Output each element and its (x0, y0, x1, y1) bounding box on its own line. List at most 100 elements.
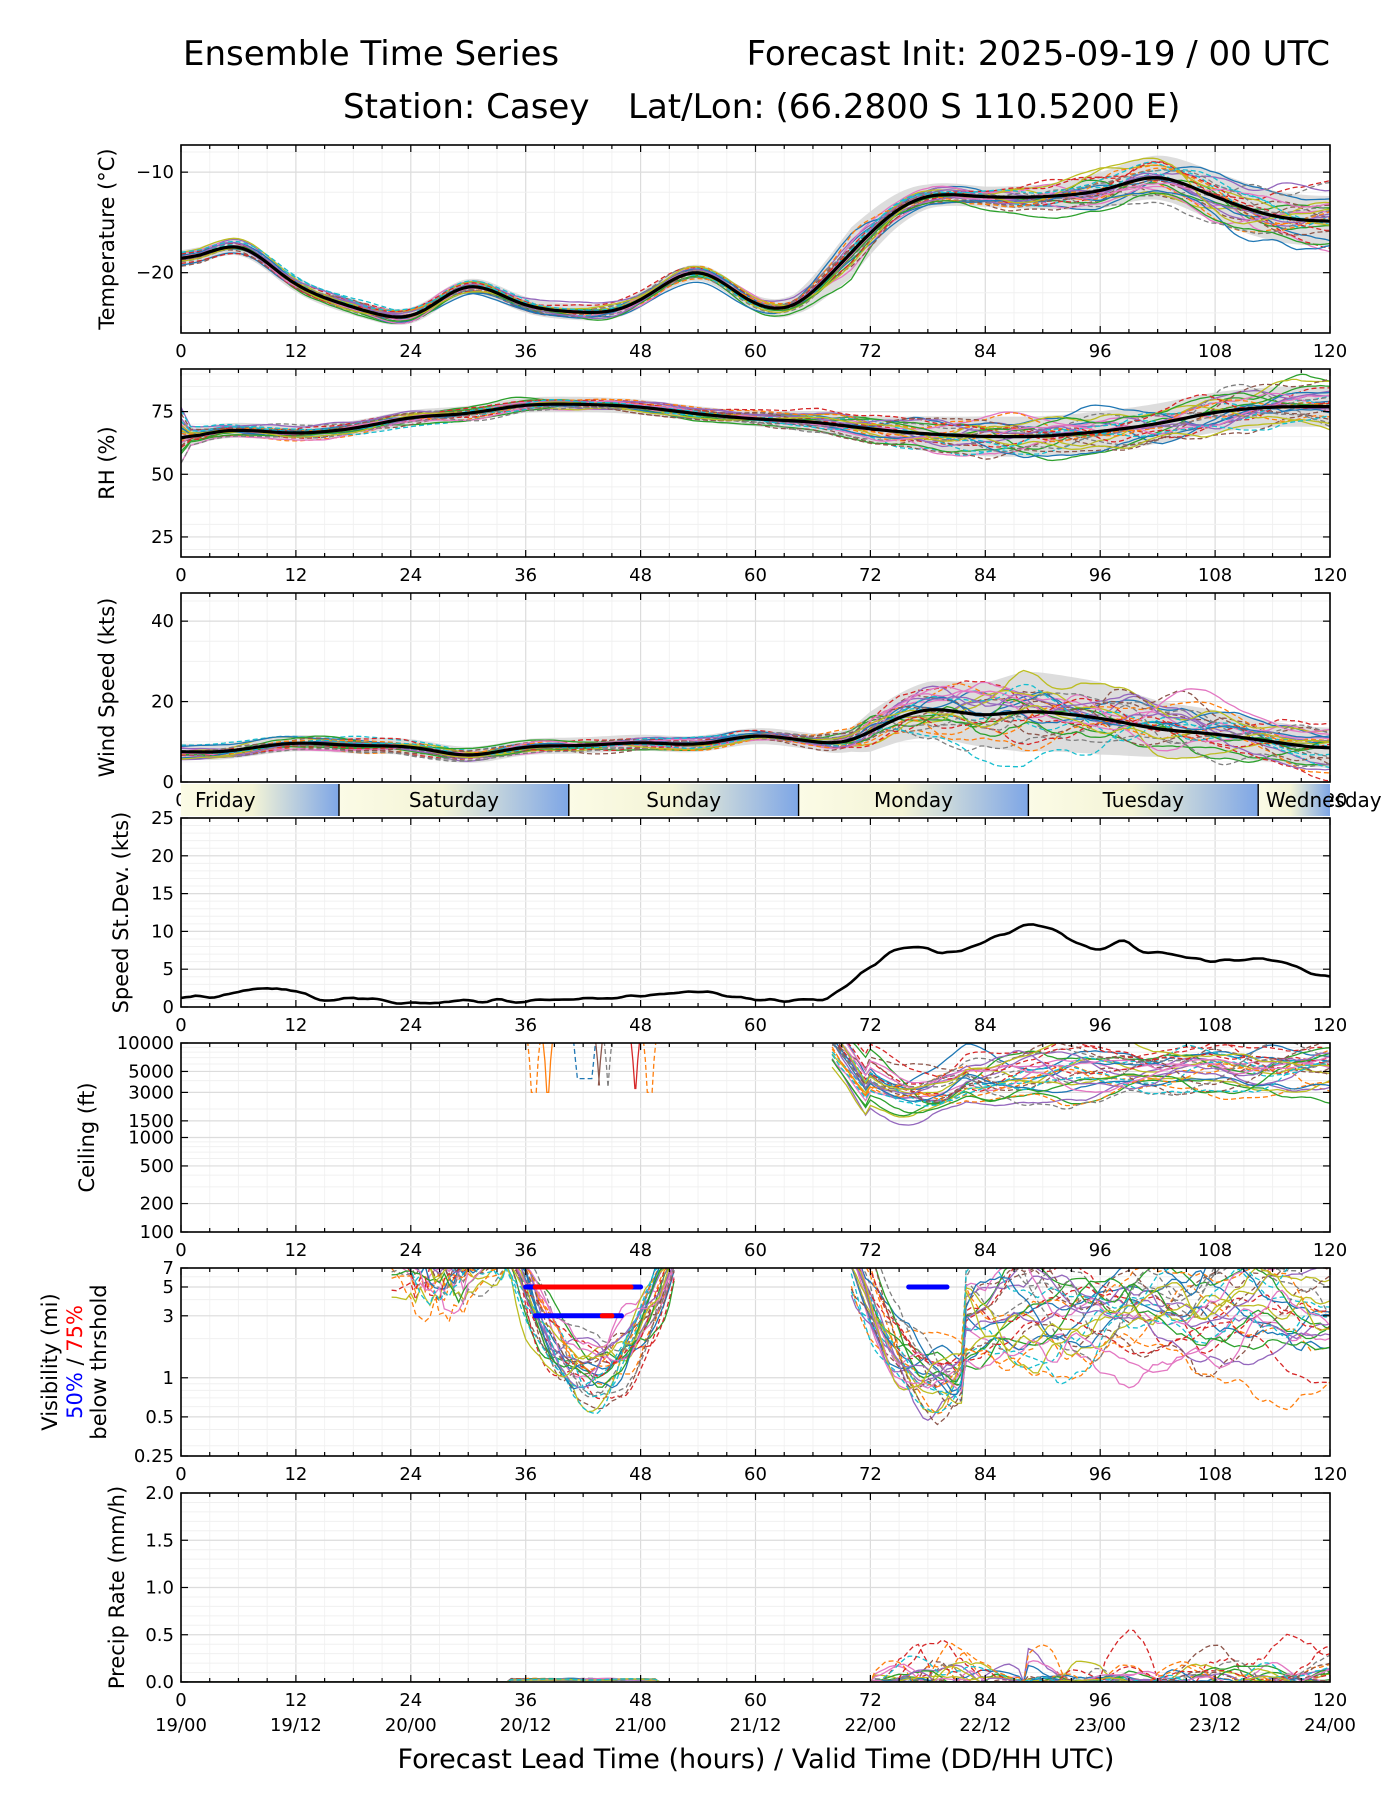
x-tick-label: 60 (744, 1464, 767, 1485)
member-line (643, 1043, 657, 1094)
ensemble-mean-line (181, 402, 1330, 440)
member-line (431, 1268, 1330, 1389)
member-line (526, 1268, 1326, 1383)
x-tick-label: 84 (974, 341, 997, 362)
y-tick-label: 500 (140, 1156, 174, 1177)
x-tick-label: 108 (1198, 341, 1232, 362)
y-tick-label: 5 (163, 959, 174, 980)
x-tick-label: 72 (859, 1464, 882, 1485)
member-line (831, 1046, 1330, 1107)
x-axis-title: Forecast Lead Time (hours) / Valid Time … (398, 1744, 1115, 1775)
grid-rh (180, 369, 1331, 557)
label-50-percent: 50% (63, 1372, 87, 1419)
y-tick-label: 20 (151, 846, 174, 867)
panel-vis: 0.25 0.5 1 3 57 0 12 24 36 48 60 72 84 96 108 120 Visibi… (38, 1258, 1347, 1485)
y-axis-title-vis: Visibility (mi) (38, 1293, 62, 1430)
panel-rh: 25 50 75 0 12 24 36 48 60 72 84 96 108 120 RH (%) (95, 368, 1347, 586)
day-cell (181, 784, 339, 816)
y-tick-label: 1500 (128, 1111, 174, 1132)
y-tick-label: 0 (163, 772, 174, 793)
day-label: Monday (874, 788, 953, 812)
panel-sdev: 0 5 10 15 20 25 0 12 24 36 48 60 72 84 96 108 120 Speed S… (109, 808, 1347, 1036)
x-tick-label: 24 (399, 1464, 422, 1485)
member-line (542, 1043, 553, 1094)
member-line (429, 1268, 1330, 1391)
plot-area-rh (181, 373, 1330, 464)
member-line (181, 399, 1330, 448)
day-cell (1258, 784, 1330, 816)
x-tick-label: 108 (1198, 1690, 1232, 1711)
day-cell (338, 784, 569, 816)
member-line (521, 1268, 1291, 1373)
member-line (630, 1043, 641, 1090)
member-line (842, 1043, 1330, 1103)
panels: −20−100 12 24 36 48 60 72 84 96 108 120Temperature… (38, 144, 1382, 1736)
member-line (181, 1660, 1330, 1682)
member-line (847, 1043, 1330, 1085)
x-tick-label: 84 (974, 1240, 997, 1261)
x-tick-label: 96 (1089, 1690, 1112, 1711)
plot-area-wind (181, 669, 1330, 782)
member-line (391, 1268, 1330, 1411)
member-line (831, 1043, 1330, 1090)
y-tick-label: 5000 (128, 1061, 174, 1082)
y-tick-label: 15 (151, 884, 174, 905)
x-tick-label: 0 (175, 1015, 186, 1036)
x-tick-label: 72 (859, 1690, 882, 1711)
x-tick-label: 96 (1089, 1240, 1112, 1261)
member-line (181, 181, 1330, 313)
member-line (181, 397, 1330, 464)
x-tick-label: 12 (284, 1240, 307, 1261)
x-tick-label: 84 (974, 1015, 997, 1036)
member-line (181, 1675, 1330, 1682)
member-line (846, 1043, 1330, 1088)
grid-precip (180, 1492, 1331, 1683)
x-tick-label: 48 (629, 1464, 652, 1485)
x-valid-tick-label: 19/12 (270, 1715, 322, 1736)
y-tick-label: 7 (163, 1258, 174, 1279)
figure-title: Ensemble Time Series (183, 34, 559, 74)
y-tick-label: 3000 (128, 1082, 174, 1103)
x-tick-label: 24 (399, 1015, 422, 1036)
member-line (425, 1268, 1277, 1381)
x-tick-label: 84 (974, 565, 997, 586)
x-tick-label: 12 (284, 1690, 307, 1711)
member-line (181, 1663, 1330, 1682)
y-tick-label: 0.5 (145, 1625, 174, 1646)
x-tick-label: 12 (284, 1015, 307, 1036)
panel-wind: 0204001224364860728496108120Wind Speed (… (95, 592, 1347, 811)
x-valid-tick-label: 19/00 (155, 1715, 207, 1736)
x-tick-label: 108 (1198, 1015, 1232, 1036)
member-line (839, 1043, 1330, 1090)
x-tick-label: 24 (399, 565, 422, 586)
plot-area-temp (181, 155, 1330, 325)
y-axis-title-sdev: Speed St.Dev. (kts) (109, 812, 133, 1014)
x-tick-label: 72 (859, 341, 882, 362)
x-tick-label: 84 (974, 1464, 997, 1485)
x-tick-label: 48 (629, 1240, 652, 1261)
x-valid-tick-label: 24/00 (1304, 1715, 1356, 1736)
day-label: Tuesday (1102, 788, 1185, 812)
member-line (831, 1052, 1330, 1114)
x-tick-label: 36 (514, 1240, 537, 1261)
x-valid-tick-label: 23/12 (1189, 1715, 1241, 1736)
x-tick-label: 0 (175, 1240, 186, 1261)
x-valid-tick-label: 23/00 (1074, 1715, 1126, 1736)
x-tick-label: 120 (1313, 565, 1347, 586)
x-tick-label: 108 (1198, 1240, 1232, 1261)
member-line (181, 164, 1330, 315)
x-tick-label: 48 (629, 341, 652, 362)
x-tick-label: 96 (1089, 565, 1112, 586)
y-tick-label: 2.0 (145, 1483, 174, 1504)
day-label: Saturday (409, 788, 499, 812)
x-tick-label: 36 (514, 1464, 537, 1485)
station-latlon: Lat/Lon: (66.2800 S 110.5200 E) (628, 87, 1180, 127)
x-tick-label: 36 (514, 1015, 537, 1036)
x-valid-tick-label: 20/00 (385, 1715, 437, 1736)
member-line (181, 378, 1330, 448)
y-axis-subtitle-vis: 50% / 75% (63, 1305, 87, 1419)
y-tick-label: 0.5 (145, 1407, 174, 1428)
y-tick-label: 10 (151, 921, 174, 942)
